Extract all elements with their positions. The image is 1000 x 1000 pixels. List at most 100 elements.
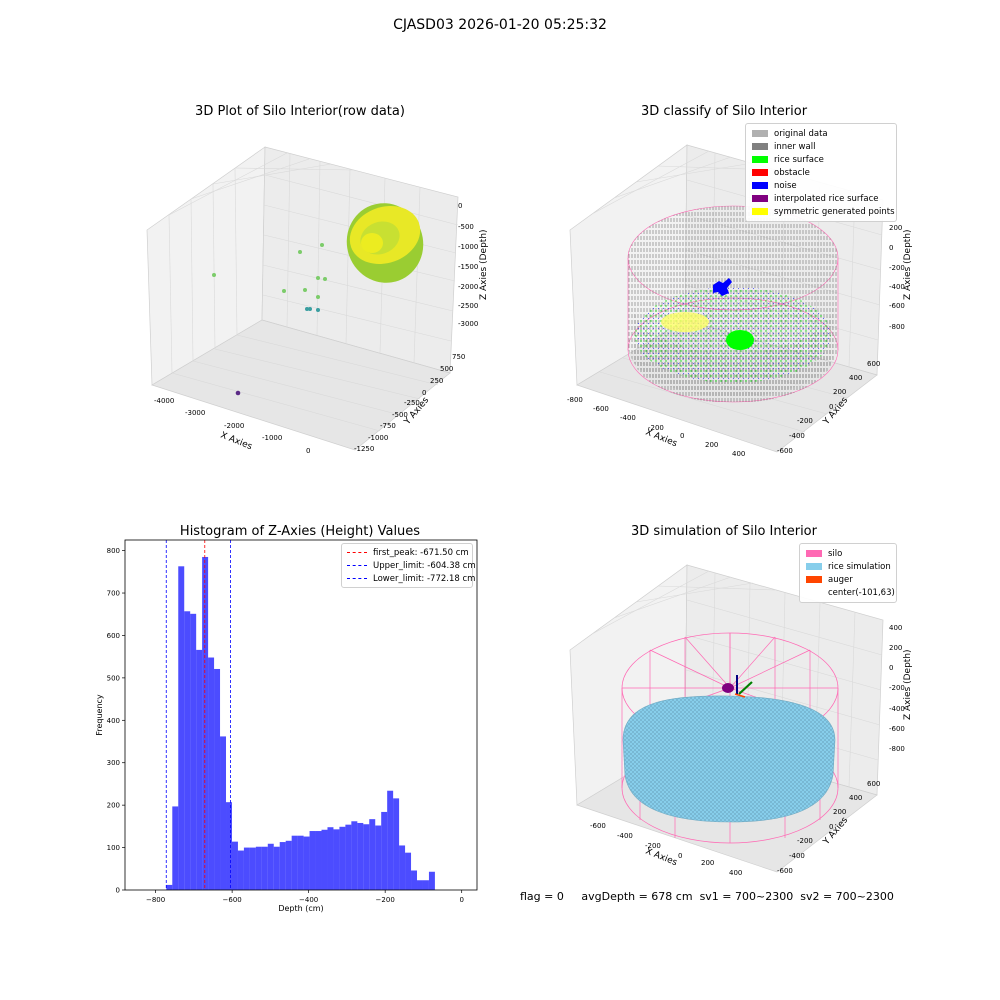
legend-entry: rice surface [752,153,890,166]
histogram-bar [285,840,292,890]
legend-label: Lower_limit: -772.18 cm [373,573,476,584]
simulation-ztick: -400 [889,705,905,713]
legend-label: symmetric generated points [774,206,895,217]
legend-entry: center(-101,63) [806,586,895,599]
classify-xtick: -600 [593,405,609,413]
simulation-xaxis-label: X Axies [644,847,679,869]
histogram-bar [202,556,209,890]
classify-ztick: -200 [889,264,905,272]
histogram-bar [381,811,388,890]
simulation-xtick: 400 [729,869,742,877]
raw-xtick: -3000 [185,409,205,417]
histogram-ytick-label: 100 [107,844,120,852]
classify-xtick: 200 [705,441,718,449]
histogram-bar [405,852,412,890]
legend-swatch [806,563,822,570]
raw-ztick: -2500 [458,302,478,310]
legend-label: inner wall [774,141,816,152]
histogram-bar [339,826,346,890]
histogram-bar [417,880,423,890]
simulation-xtick: -400 [617,832,633,840]
classify-ztick: -400 [889,283,905,291]
histogram-bar [315,831,322,890]
classify-xtick: 400 [732,450,745,458]
histogram-bar [178,566,185,890]
simulation-ytick: 400 [849,794,862,802]
histogram-bar [422,880,429,890]
legend-entry: rice simulation [806,560,891,573]
simulation-3d-plot: -600 -400 -200 0 200 400 600 400 200 0 -… [569,564,913,877]
raw-ytick: 0 [422,389,426,397]
histogram-frame [124,539,478,891]
legend-line [347,552,367,553]
histogram-bar [345,824,352,890]
flag-value: flag = 0 [520,890,564,903]
legend-label: interpolated rice surface [774,193,879,204]
histogram-xtick-label: −200 [376,896,395,904]
legend-entry: auger [806,573,890,586]
raw-ytick: -1000 [368,434,388,442]
classify-ztick: -800 [889,323,905,331]
raw-ytick: 250 [430,377,443,385]
classify-plot-title: 3D classify of Silo Interior [640,104,808,119]
histogram-bar [226,802,232,890]
histogram-bar [399,845,406,890]
histogram-chart: −800 −600 −400 −200 0 0 100 200 300 400 500 600 700… [95,539,478,913]
raw-plot-title: 3D Plot of Silo Interior(row data) [195,104,405,119]
legend-label: center(-101,63) [828,587,895,598]
legend-entry: Upper_limit: -604.38 cm [347,559,476,572]
histogram-bar [166,884,173,890]
legend-entry: silo [806,547,890,560]
histogram-bar [375,825,382,890]
simulation-xtick: 0 [678,852,682,860]
simulation-ytick: -600 [777,867,793,875]
raw-ytick: -1250 [354,445,374,453]
histogram-bar [220,736,227,890]
histogram-yaxis-label: Frequency [95,694,104,736]
legend-label: auger [828,574,853,585]
classify-xtick: -800 [567,396,583,404]
legend-label: rice simulation [828,561,891,572]
histogram-bar [261,846,268,890]
raw-xtick: -4000 [154,397,174,405]
legend-entry: original data [752,127,890,140]
legend-line [347,578,367,579]
simulation-legend: silo rice simulation auger center(-101,6… [799,543,897,603]
legend-entry: noise [752,179,890,192]
simulation-ztick: 400 [889,624,902,632]
legend-swatch [806,576,822,583]
raw-ztick: -1500 [458,263,478,271]
raw-ztick: -3000 [458,320,478,328]
legend-label: obstacle [774,167,810,178]
simulation-xtick: -600 [590,822,606,830]
simulation-zaxis-label: Z Axies (Depth) [903,649,913,720]
histogram-bar [196,649,203,890]
legend-entry: first_peak: -671.50 cm [347,546,469,559]
classify-ytick: -400 [789,432,805,440]
raw-ytick: 750 [452,353,465,361]
raw-ytick: -500 [392,411,408,419]
classify-ytick: -600 [777,447,793,455]
histogram-bar [214,668,221,890]
raw-ztick: 0 [458,202,462,210]
classify-ytick: 400 [849,374,862,382]
classify-xtick: -400 [620,414,636,422]
raw-ztick: -2000 [458,283,478,291]
histogram-bar [411,870,418,890]
classify-ytick: 200 [833,388,846,396]
raw-ztick: -500 [458,223,474,231]
raw-xaxis-label: X Axies [219,431,254,453]
classify-ytick: 600 [867,360,880,368]
raw-zaxis-label: Z Axies (Depth) [479,229,489,300]
legend-entry: symmetric generated points [752,205,895,218]
histogram-bar [327,827,334,890]
classify-ztick: 200 [889,224,902,232]
raw-ztick: -1000 [458,243,478,251]
raw-ytick: -250 [404,399,420,407]
legend-label: silo [828,548,843,559]
simulation-ztick: -600 [889,725,905,733]
figure-title: CJASD03 2026-01-20 05:25:32 [393,17,607,33]
classify-xtick: 0 [680,432,684,440]
raw-xtick: -2000 [224,422,244,430]
classify-ytick: 0 [829,403,833,411]
